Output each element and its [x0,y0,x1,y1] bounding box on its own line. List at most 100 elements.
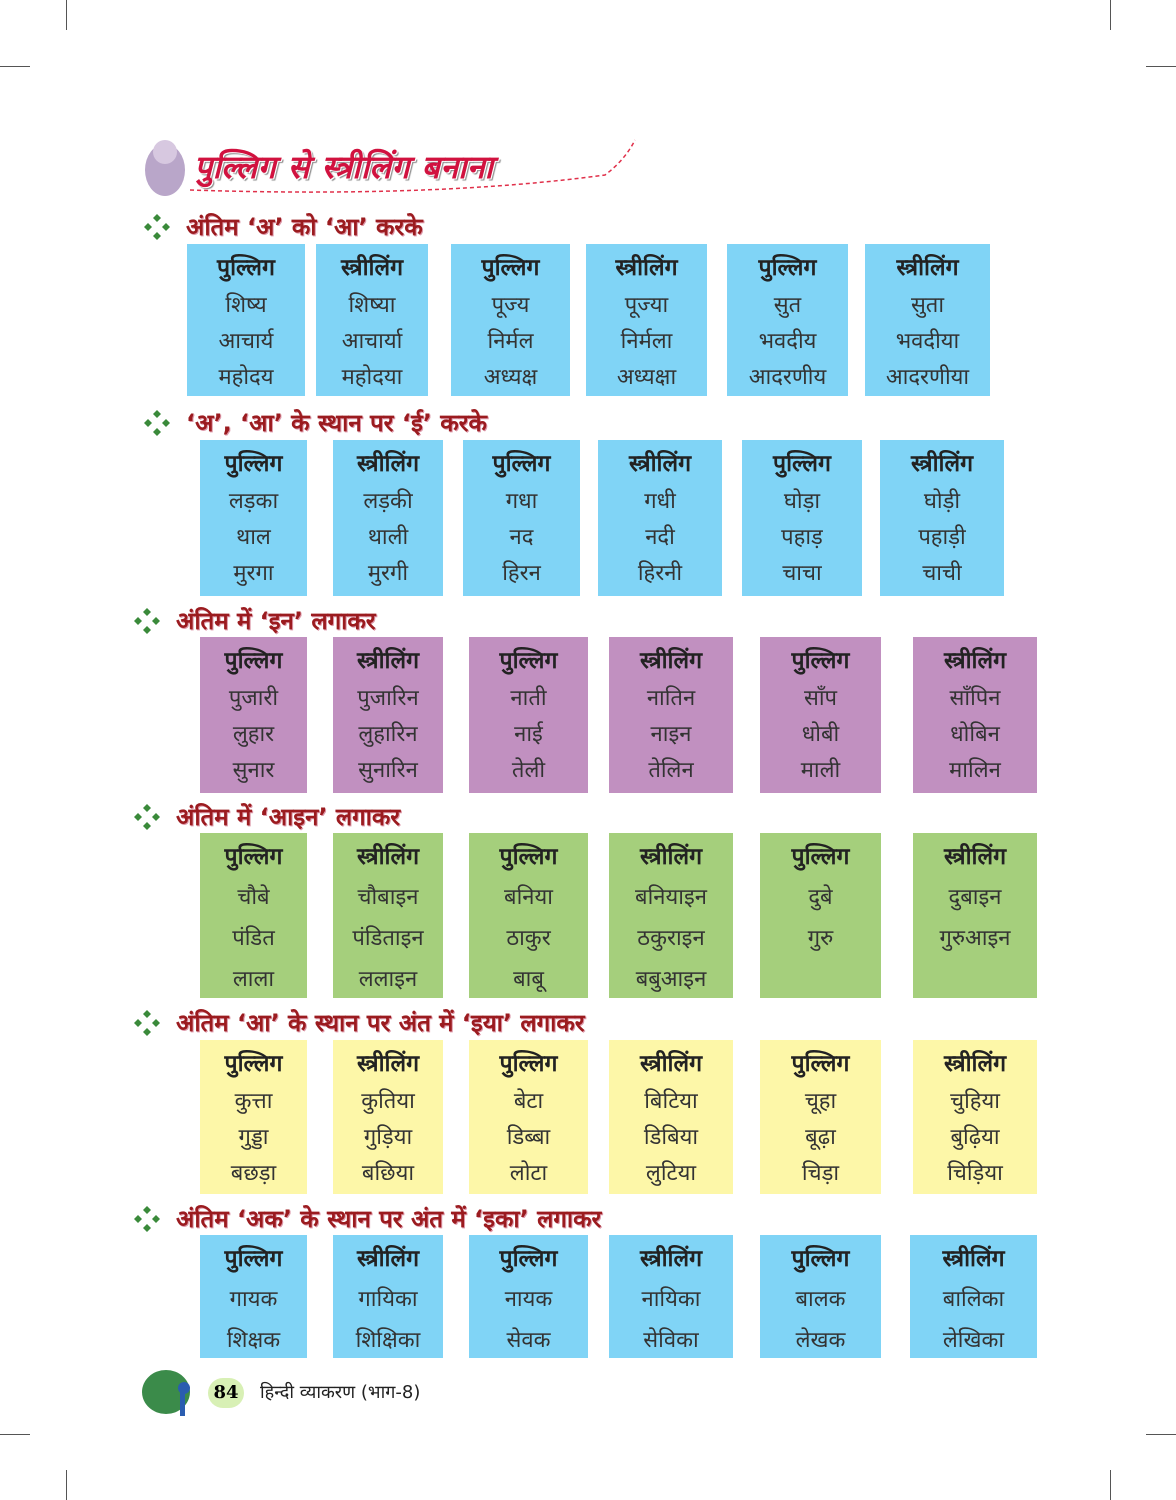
word-column: पुल्लिग साँप धोबी माली [760,637,881,793]
column-header: स्त्रीलिंग [943,648,1007,674]
word: पंडिताइन [352,926,424,951]
word-column: स्त्रीलिंग कुतिया गुड़िया बछिया [333,1040,443,1194]
column-header: स्त्रीलिंग [639,1051,703,1077]
word: ठाकुर [506,926,551,951]
word: चाचा [782,561,822,586]
word: गधी [644,489,676,514]
word: सुत [773,293,802,318]
column-header: पुल्लिग [492,451,551,477]
bullet-icon [134,1010,160,1036]
word-column: पुल्लिग सुत भवदीय आदरणीय [727,244,848,396]
word: निर्मला [620,329,673,354]
word: चुहिया [950,1089,1000,1114]
word-column: स्त्रीलिंग चुहिया बुढ़िया चिड़िया [913,1040,1037,1194]
column-header: पुल्लिग [224,648,283,674]
word: बिटिया [644,1089,698,1114]
book-title: हिन्दी व्याकरण (भाग-8) [260,1382,421,1403]
word: मालिन [949,758,1001,783]
word: बेटा [513,1089,544,1114]
word-column: स्त्रीलिंग चौबाइन पंडिताइन ललाइन [333,833,443,998]
column-header: पुल्लिग [224,844,283,870]
word: बालिका [942,1287,1005,1312]
column-header: स्त्रीलिंग [356,1051,420,1077]
column-header: पुल्लिग [499,648,558,674]
word: गुड़िया [363,1125,413,1150]
column-header: स्त्रीलिंग [639,648,703,674]
word: अध्यक्ष [483,365,538,390]
word-column: स्त्रीलिंग बालिका लेखिका [910,1235,1037,1358]
word-column: पुल्लिग घोड़ा पहाड़ चाचा [742,440,862,596]
column-header: पुल्लिग [217,255,275,281]
word: चिड़ा [801,1161,840,1186]
word: घोड़ी [923,489,961,514]
word: दुबे [808,885,833,910]
word: शिष्या [348,293,396,318]
word: मुरगी [367,561,409,586]
word: पुजारी [228,686,279,711]
column-header: स्त्रीलिंग [896,255,959,281]
dashed-underline [189,139,636,193]
word-column: स्त्रीलिंग दुबाइन गुरुआइन [913,833,1037,998]
word: लेखिका [942,1328,1005,1353]
word-column: पुल्लिग लड़का थाल मुरगा [200,440,307,596]
word: तेली [511,758,546,783]
word: सुनार [232,758,275,783]
column-header: स्त्रीलिंग [942,1246,1005,1272]
word: गुरुआइन [939,926,1011,951]
word: लेखक [795,1328,846,1353]
section-heading: अंतिम में ‘आइन’ लगाकर [176,803,401,831]
word: लुटिया [645,1161,697,1186]
crop-mark [1146,66,1176,67]
word: लड़की [363,489,413,514]
word: पहाड़ी [918,525,966,550]
word-column: स्त्रीलिंग लड़की थाली मुरगी [333,440,443,596]
column-header: पुल्लिग [481,255,540,281]
column-header: स्त्रीलिंग [910,451,974,477]
word: आदरणीय [748,365,827,390]
word: थाल [236,525,271,550]
word: भवदीय [758,329,817,354]
word-column: पुल्लिग चूहा बूढ़ा चिड़ा [760,1040,881,1194]
word: पंडित [232,926,275,951]
word: पूज्या [624,293,669,318]
word: थाली [367,525,409,550]
mascot-head [153,140,177,164]
word: बनियाइन [635,885,707,910]
column-header: स्त्रीलिंग [639,844,703,870]
bullet-icon [144,410,170,436]
word: घोड़ा [783,489,821,514]
word: बाबू [513,967,544,992]
section-heading: अंतिम ‘आ’ के स्थान पर अंत में ‘इया’ लगाक… [176,1009,585,1037]
column-header: स्त्रीलिंग [356,844,420,870]
word: अध्यक्षा [616,365,677,390]
crop-mark [1110,0,1111,30]
column-header: पुल्लिग [499,844,558,870]
column-header: पुल्लिग [224,451,283,477]
word: हिरनी [637,561,683,586]
word: गायिका [358,1287,418,1312]
word: चौबाइन [357,885,419,910]
column-header: पुल्लिग [224,1051,283,1077]
word: महोदया [341,365,403,390]
crop-mark [66,0,67,30]
word: आचार्या [341,329,403,354]
word: बबुआइन [635,967,707,992]
word-column: स्त्रीलिंग सुता भवदीया आदरणीया [865,244,990,396]
word: सुनारिन [358,758,418,783]
word: बालक [795,1287,846,1312]
word: लोटा [509,1161,548,1186]
word-column: पुल्लिग बनिया ठाकुर बाबू [469,833,588,998]
word: मुरगा [233,561,274,586]
word-column: पुल्लिग दुबे गुरु [760,833,881,998]
word: लुहारिन [358,722,418,747]
word-column: पुल्लिग नायक सेवक [469,1235,588,1358]
word-column: स्त्रीलिंग गधी नदी हिरनी [598,440,722,596]
word: शिष्य [225,293,267,318]
word: साँप [803,686,838,711]
word-column: स्त्रीलिंग घोड़ी पहाड़ी चाची [880,440,1004,596]
page-number: 84 [208,1378,244,1408]
column-header: स्त्रीलिंग [639,1246,703,1272]
word: आचार्य [218,329,274,354]
word-column: पुल्लिग कुत्ता गुड्डा बछड़ा [200,1040,307,1194]
column-header: पुल्लिग [499,1246,558,1272]
